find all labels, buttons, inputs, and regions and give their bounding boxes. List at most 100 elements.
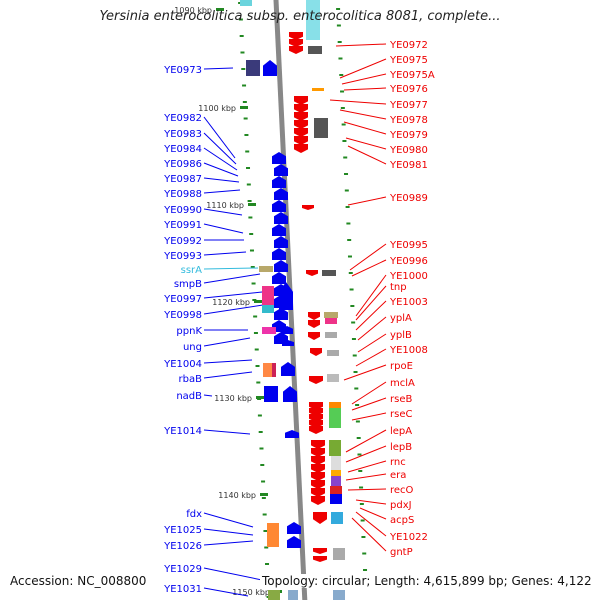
leader-line-ye1026: [203, 540, 254, 546]
gene-feature-reverse: [311, 496, 325, 505]
gene-feature-reverse: [308, 312, 320, 320]
leader-line-ye0991: [203, 223, 244, 234]
track-dot: [255, 365, 260, 367]
gene-feature-block: [259, 266, 273, 272]
gene-label-rpoe: rpoE: [390, 361, 413, 372]
track-dot: [348, 272, 353, 274]
gene-feature-forward: [279, 282, 293, 310]
leader-line-ye1029: [203, 567, 263, 581]
gene-feature-reverse: [311, 480, 325, 489]
leader-line-ye0979: [343, 121, 387, 135]
gene-label-ung: ung: [183, 342, 202, 353]
gene-feature-block: [330, 494, 342, 504]
gene-feature-reverse: [311, 488, 325, 497]
track-dot: [362, 552, 367, 555]
track-dot: [339, 74, 344, 76]
track-dot: [357, 453, 362, 456]
leader-line-ye0972: [335, 43, 387, 47]
gene-feature-reverse: [308, 332, 320, 340]
gene-feature-forward: [274, 260, 288, 272]
leader-line-reco: [347, 488, 387, 491]
track-dot: [248, 216, 253, 219]
gene-label-smpb: smpB: [174, 279, 202, 290]
gene-label-ssra: ssrA: [181, 265, 203, 276]
leader-line-tnp: [355, 285, 387, 321]
track-dot: [361, 536, 366, 538]
gene-feature-forward: [274, 164, 288, 176]
gene-label-ye0997: YE0997: [163, 294, 202, 305]
gene-label-rbab: rbaB: [179, 374, 203, 385]
track-dot: [341, 123, 346, 126]
leader-line-ye1000: [355, 274, 387, 317]
gene-label-reco: recO: [390, 485, 414, 496]
gene-feature-forward: [272, 152, 286, 164]
track-dot: [264, 546, 269, 549]
gene-feature-forward: [285, 430, 299, 438]
gene-feature-block: [331, 476, 341, 486]
gene-feature-forward: [274, 188, 288, 200]
track-dot: [342, 140, 347, 142]
gene-label-ye0990: YE0990: [163, 205, 202, 216]
leader-line-ye0996: [351, 259, 387, 277]
gene-feature-reverse: [313, 512, 327, 524]
track-dot: [351, 338, 356, 340]
gene-label-pdxj: pdxJ: [390, 500, 412, 511]
gene-feature-forward: [274, 308, 288, 320]
gene-label-rnc: rnc: [390, 457, 406, 468]
gene-label-rseb: rseB: [390, 394, 412, 405]
gene-feature-reverse: [289, 46, 303, 54]
gene-feature-forward: [283, 386, 297, 402]
gene-label-ye0979: YE0979: [389, 130, 428, 141]
track-dot: [350, 305, 355, 307]
gene-label-acps: acpS: [390, 515, 414, 526]
gene-feature-block: [327, 350, 339, 356]
track-dot: [246, 167, 251, 169]
gene-label-ye0972: YE0972: [389, 40, 428, 51]
gene-label-ye0992: YE0992: [163, 236, 202, 247]
track-dot: [354, 387, 359, 390]
leader-line-ye0989: [347, 196, 387, 206]
track-dot: [347, 239, 352, 241]
scale-tick: [254, 300, 262, 303]
gene-feature-block: [262, 305, 274, 313]
track-dot: [345, 206, 350, 208]
gene-feature-reverse: [294, 136, 308, 145]
track-dot: [349, 288, 354, 291]
gene-label-ye0988: YE0988: [163, 189, 202, 200]
leader-line-ye1008: [355, 348, 387, 367]
scale-tick: [256, 396, 264, 399]
leader-line-ye0993: [203, 251, 247, 256]
gene-feature-forward: [287, 522, 301, 534]
gene-label-ye0998: YE0998: [163, 310, 202, 321]
gene-label-ye0975: YE0975: [389, 55, 428, 66]
leader-line-ye1025: [203, 528, 254, 536]
scale-label: 1130 kbp: [214, 394, 252, 403]
scale-label: 1090 kbp: [174, 6, 212, 15]
leader-line-nadb: [203, 394, 213, 397]
gene-feature-reverse: [289, 32, 303, 40]
leader-line-ye0984: [203, 147, 238, 171]
leader-line-ye0977: [329, 99, 387, 105]
gene-label-ye0995: YE0995: [389, 240, 428, 251]
scale-label: 1150 kbp: [232, 588, 270, 597]
track-dot: [359, 486, 364, 489]
gene-label-ye1014: YE1014: [163, 426, 202, 437]
track-dot: [257, 414, 262, 417]
gene-feature-block: [331, 512, 343, 524]
track-dot: [356, 437, 361, 439]
leader-line-ye0988: [203, 189, 241, 194]
gene-feature-block: [331, 470, 341, 476]
leader-line-ye1022: [355, 511, 387, 537]
gene-feature-block: [264, 386, 278, 402]
gene-feature-reverse: [309, 376, 323, 384]
gene-feature-forward: [272, 200, 286, 212]
leader-line-ye1031: [203, 587, 249, 597]
gene-label-yplb: yplB: [390, 330, 412, 341]
gene-feature-block: [329, 402, 341, 408]
gene-feature-forward: [281, 362, 295, 376]
gene-label-gntp: gntP: [390, 547, 413, 558]
gene-feature-block: [246, 60, 260, 76]
gene-label-ye1025: YE1025: [163, 525, 202, 536]
